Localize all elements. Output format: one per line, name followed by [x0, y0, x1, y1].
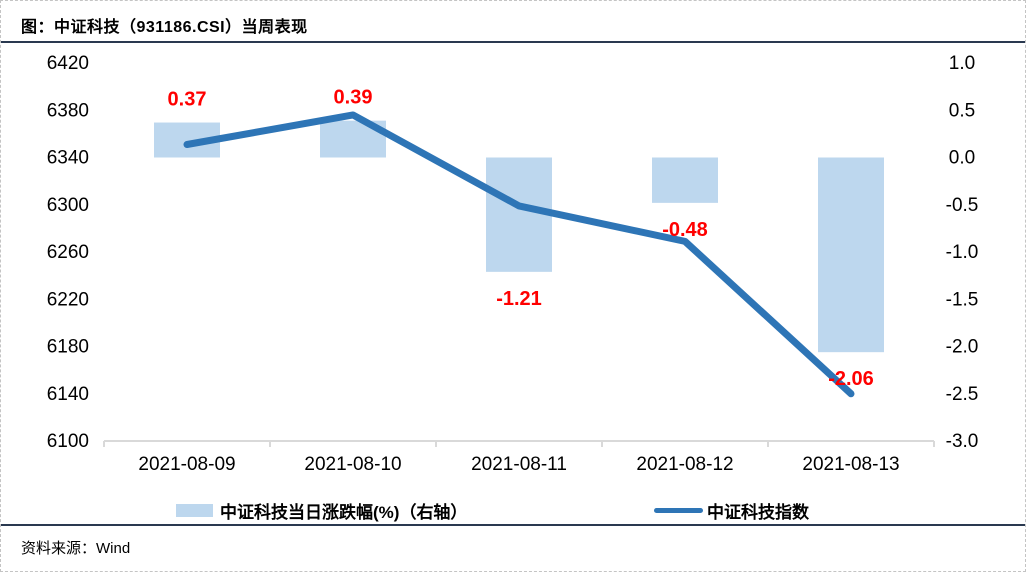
right-axis-tick-label: -3.0	[946, 431, 979, 452]
x-axis-category-label: 2021-08-13	[802, 454, 899, 475]
right-axis-tick-label: 0.0	[949, 148, 975, 169]
left-axis-tick-label: 6420	[47, 53, 89, 74]
right-axis-tick-label: -1.5	[946, 289, 979, 310]
left-axis-tick-label: 6340	[47, 148, 89, 169]
bar-legend-swatch	[176, 504, 213, 517]
left-axis-tick-label: 6380	[47, 100, 89, 121]
x-axis-category-label: 2021-08-11	[471, 454, 567, 475]
footer-divider	[1, 524, 1025, 526]
right-axis-tick-label: 0.5	[949, 100, 975, 121]
legend-item-line: 中证科技指数	[654, 498, 809, 523]
figure-title: 图：中证科技（931186.CSI）当周表现	[21, 19, 308, 36]
daily-change-bar	[818, 157, 884, 353]
source-note: 资料来源：Wind	[21, 537, 130, 558]
line-legend-swatch	[654, 508, 703, 513]
x-axis-category-label: 2021-08-09	[138, 454, 235, 475]
right-axis-tick-label: -1.0	[946, 242, 979, 263]
x-axis-category-label: 2021-08-10	[304, 454, 401, 475]
right-axis-tick-label: -0.5	[946, 195, 979, 216]
index-line	[183, 111, 855, 398]
source-label: 资料来源：	[21, 541, 97, 557]
x-axis-category-label: 2021-08-12	[636, 454, 733, 475]
left-axis-tick-label: 6220	[47, 289, 89, 310]
title-divider	[1, 41, 1025, 43]
left-axis-tick-label: 6300	[47, 195, 89, 216]
left-axis-tick-label: 6140	[47, 384, 89, 405]
right-axis-tick-label: 1.0	[949, 53, 975, 74]
bar-legend-label: 中证科技当日涨跌幅(%)（右轴）	[220, 503, 468, 522]
left-axis-tick-label: 6100	[47, 431, 89, 452]
bar-data-label: 0.39	[334, 87, 373, 109]
legend-item-bar: 中证科技当日涨跌幅(%)（右轴）	[176, 498, 467, 523]
left-axis-tick-label: 6260	[47, 242, 89, 263]
bar-data-label: -0.48	[662, 219, 708, 241]
daily-change-bar	[652, 157, 718, 203]
source-value: Wind	[96, 540, 131, 557]
daily-change-bar	[486, 157, 552, 272]
line-legend-label: 中证科技指数	[707, 503, 809, 522]
bar-data-label: -1.21	[496, 288, 542, 310]
left-axis-tick-label: 6180	[47, 337, 89, 358]
bar-data-label: -2.06	[828, 368, 874, 390]
right-axis-tick-label: -2.0	[946, 337, 979, 358]
right-axis-tick-label: -2.5	[946, 384, 979, 405]
bar-data-label: 0.37	[168, 89, 207, 111]
